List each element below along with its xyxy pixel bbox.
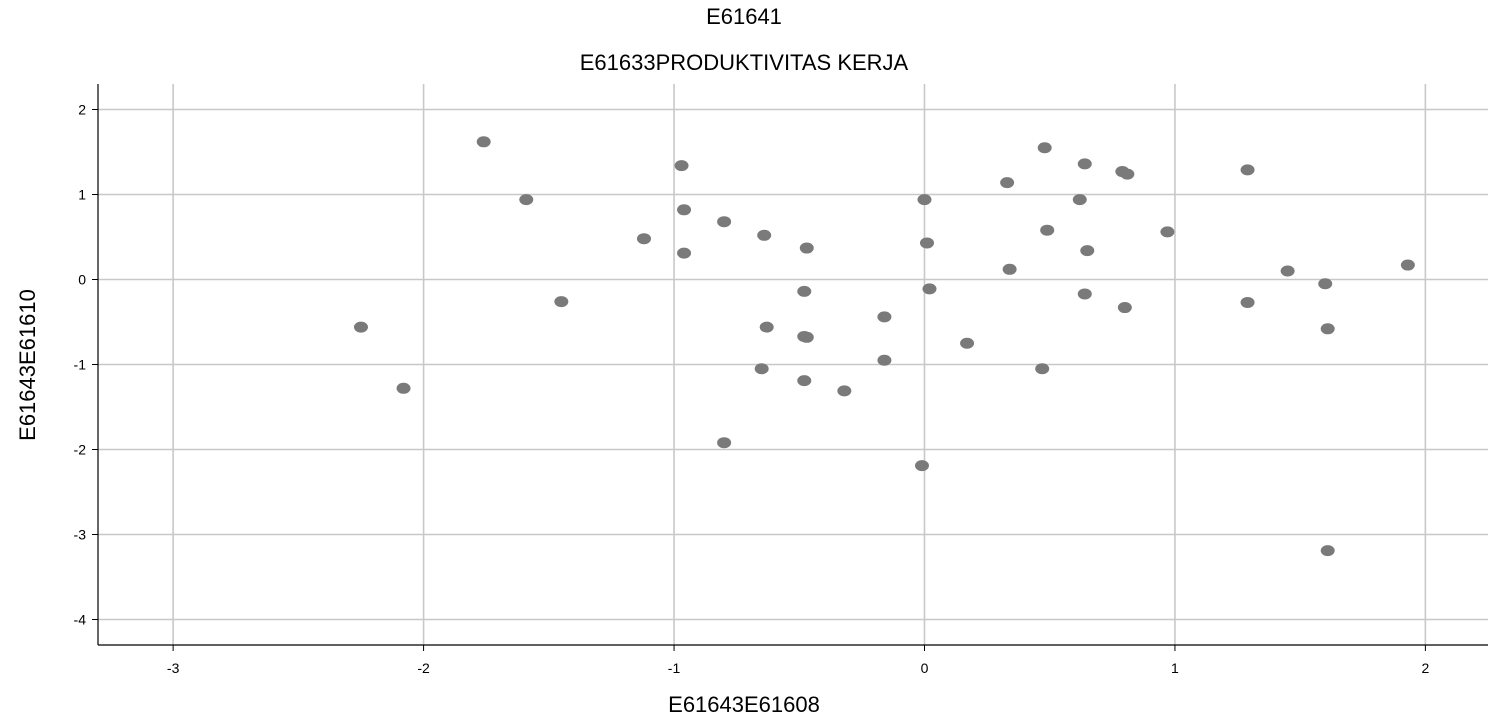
data-point (1240, 164, 1255, 176)
data-point (674, 160, 689, 172)
data-point (1160, 226, 1175, 238)
tick-labels: -3 -2 -1 0 1 2 2 1 0 -1 -2 -3 -4 (74, 102, 1430, 677)
data-point (922, 283, 937, 295)
data-point (1002, 263, 1017, 275)
data-point (797, 375, 812, 387)
data-point (877, 311, 892, 323)
grid-lines (98, 84, 1488, 645)
data-point (519, 194, 534, 206)
chart-subtitle: E61633PRODUKTIVITAS KERJA (579, 50, 909, 75)
data-point (757, 229, 772, 241)
data-point (1077, 158, 1092, 170)
data-points (353, 136, 1415, 557)
data-point (837, 385, 852, 397)
data-point (1040, 224, 1055, 236)
data-point (1072, 194, 1087, 206)
data-point (1320, 545, 1335, 557)
data-point (917, 194, 932, 206)
data-point (877, 354, 892, 366)
data-point (1000, 177, 1015, 189)
data-point (717, 216, 732, 228)
data-point (799, 242, 814, 254)
data-point (677, 204, 692, 216)
x-tick-label: 0 (921, 660, 929, 676)
y-tick-label: -4 (74, 612, 87, 628)
chart-title: E61641 (706, 4, 782, 29)
data-point (717, 437, 732, 449)
data-point (1117, 302, 1132, 314)
data-point (797, 285, 812, 297)
data-point (1077, 288, 1092, 300)
data-point (1120, 168, 1135, 180)
axes (92, 84, 1488, 651)
x-tick-label: 2 (1421, 660, 1429, 676)
y-tick-label: 1 (78, 187, 86, 203)
y-tick-label: -2 (74, 442, 87, 458)
data-point (960, 337, 975, 349)
data-point (1037, 142, 1052, 154)
data-point (1280, 265, 1295, 277)
data-point (554, 296, 569, 308)
data-point (1318, 278, 1333, 290)
data-point (677, 247, 692, 259)
data-point (1240, 296, 1255, 308)
data-point (1400, 259, 1415, 271)
data-point (476, 136, 491, 148)
y-tick-label: -3 (74, 527, 87, 543)
data-point (799, 331, 814, 343)
x-tick-label: -1 (668, 660, 681, 676)
x-tick-label: 1 (1171, 660, 1179, 676)
data-point (919, 237, 934, 249)
data-point (1080, 245, 1095, 257)
y-axis-label: E61643E61610 (15, 289, 40, 441)
y-tick-label: -1 (74, 357, 87, 373)
data-point (636, 233, 651, 245)
y-tick-label: 2 (78, 102, 86, 118)
x-tick-label: -3 (167, 660, 180, 676)
data-point (914, 460, 929, 472)
x-axis-label: E61643E61608 (668, 692, 820, 717)
x-tick-label: -2 (417, 660, 430, 676)
data-point (754, 363, 769, 375)
data-point (1035, 363, 1050, 375)
data-point (759, 321, 774, 333)
data-point (353, 321, 368, 333)
data-point (396, 382, 411, 394)
y-tick-label: 0 (78, 272, 86, 288)
data-point (1320, 323, 1335, 335)
